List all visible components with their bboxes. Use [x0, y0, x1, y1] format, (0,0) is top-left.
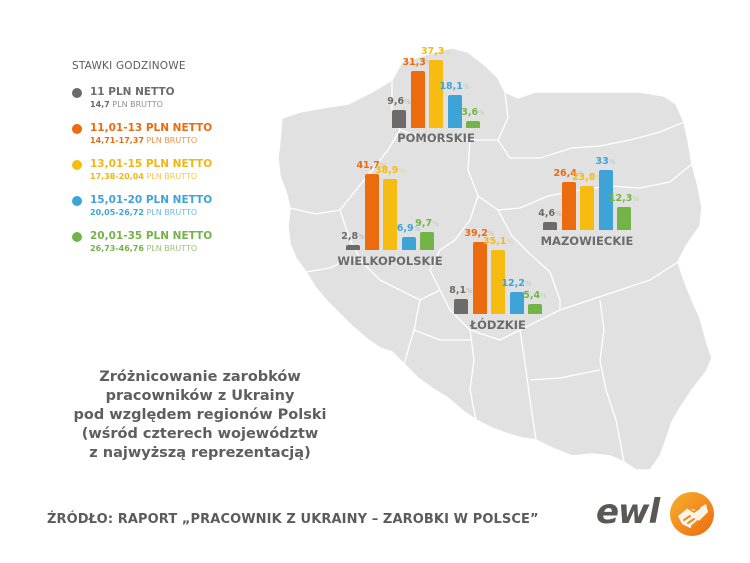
source-note: ŹRÓDŁO: RAPORT „PRACOWNIK Z UKRAINY – ZA… [47, 512, 539, 527]
bar-value-label: 5,4% [523, 290, 547, 302]
bar-value-label: 9,7% [415, 218, 439, 230]
legend: STAWKI GODZINOWE 11 PLN NETTO 14,7 PLN B… [72, 60, 212, 266]
bar [420, 232, 434, 250]
legend-dot-icon [72, 232, 82, 242]
legend-netto: 13,01-15 PLN NETTO [90, 158, 213, 170]
bar-value-label: 3,6% [461, 107, 485, 119]
ewl-logo: ewl [590, 488, 720, 543]
caption-line: pod względem regionów Polski [73, 407, 327, 423]
legend-dot-icon [72, 124, 82, 134]
legend-netto: 15,01-20 PLN NETTO [90, 194, 213, 206]
region-name-label: MAZOWIECKIE [540, 234, 634, 248]
legend-netto: 11,01-13 PLN NETTO [90, 122, 213, 134]
bar-value-label: 12,2% [501, 277, 532, 289]
legend-brutto: 17,38-20,04 PLN BRUTTO [90, 171, 212, 182]
region-name-label: ŁÓDZKIE [470, 318, 526, 332]
bar [364, 173, 379, 250]
legend-item: 13,01-15 PLN NETTO 17,38-20,04 PLN BRUTT… [72, 158, 212, 182]
legend-netto: 11 PLN NETTO [90, 86, 175, 98]
bar-value-label: 37,3% [420, 45, 452, 57]
chart-caption: Zróżnicowanie zarobków pracowników z Ukr… [50, 368, 350, 463]
bar-value-label: 41,7% [356, 159, 387, 171]
bar-value-label: 18,1% [439, 80, 470, 92]
bar-value-label: 9,6% [387, 96, 411, 108]
bar [429, 59, 443, 128]
legend-brutto: 20,05-26,72 PLN BRUTTO [90, 207, 212, 218]
bar-value-label: 39,2% [464, 228, 495, 240]
legend-title: STAWKI GODZINOWE [72, 60, 186, 72]
bar [491, 249, 505, 314]
bar [401, 237, 416, 250]
legend-brutto-range: 14,71-17,37 [90, 136, 144, 145]
handshake-icon [670, 492, 714, 536]
legend-brutto-suffix: PLN BRUTTO [146, 172, 198, 181]
bar-value-label: 12,3% [608, 193, 640, 205]
bar [528, 304, 542, 314]
legend-dot-icon [72, 160, 82, 170]
legend-item: 20,01-35 PLN NETTO 26,73-46,76 PLN BRUTT… [72, 230, 212, 254]
voivodeship-borders [289, 80, 693, 463]
legend-brutto-suffix: PLN BRUTTO [146, 136, 198, 145]
bar-value-label: 6,9% [396, 223, 421, 235]
legend-item: 11 PLN NETTO 14,7 PLN BRUTTO [72, 86, 212, 110]
legend-brutto-range: 20,05-26,72 [90, 208, 144, 217]
bar [580, 186, 594, 230]
legend-brutto: 26,73-46,76 PLN BRUTTO [90, 243, 212, 254]
legend-dot-icon [72, 88, 82, 98]
legend-brutto: 14,71-17,37 PLN BRUTTO [90, 135, 212, 146]
legend-brutto: 14,7 PLN BRUTTO [90, 99, 212, 110]
region-name-label: POMORSKIE [397, 131, 475, 145]
caption-line: pracowników z Ukrainy [105, 388, 295, 404]
legend-brutto-suffix: PLN BRUTTO [146, 208, 198, 217]
legend-brutto-suffix: PLN BRUTTO [112, 100, 163, 109]
logo-text: ewl [596, 492, 660, 532]
region-name-label: WIELKOPOLSKIE [337, 254, 443, 268]
legend-brutto-suffix: PLN BRUTTO [146, 244, 198, 253]
bar-value-label: 35,1% [482, 235, 514, 247]
caption-line: Zróżnicowanie zarobków [99, 369, 301, 385]
bar-value-label: 23,8% [571, 172, 602, 184]
legend-item: 11,01-13 PLN NETTO 14,71-17,37 PLN BRUTT… [72, 122, 212, 146]
caption-line: (wśród czterech województw [81, 426, 319, 442]
bar-value-label: 26,4% [553, 167, 584, 179]
bar-value-label: 38,9% [374, 164, 406, 176]
legend-brutto-range: 26,73-46,76 [90, 244, 144, 253]
legend-netto: 20,01-35 PLN NETTO [90, 230, 213, 242]
bar-value-label: 4,6% [538, 207, 562, 219]
bar [543, 221, 557, 230]
bar [472, 242, 487, 314]
bar [466, 121, 480, 128]
bar [598, 169, 613, 230]
legend-brutto-range: 14,7 [90, 100, 110, 109]
bar-value-label: 33% [595, 155, 616, 167]
bar [509, 291, 524, 314]
legend-brutto-range: 17,38-20,04 [90, 172, 144, 181]
bar-value-label: 2,8% [341, 230, 365, 242]
bar [410, 70, 425, 128]
legend-item: 15,01-20 PLN NETTO 20,05-26,72 PLN BRUTT… [72, 194, 212, 218]
bar [454, 299, 468, 314]
caption-line: z najwyższą reprezentacją) [89, 445, 311, 461]
bar [447, 94, 462, 128]
bar [383, 178, 397, 250]
bar [561, 181, 576, 230]
bar [346, 244, 360, 250]
bar [392, 110, 406, 128]
bar-value-label: 8,1% [449, 285, 473, 297]
bar [617, 207, 631, 230]
legend-dot-icon [72, 196, 82, 206]
